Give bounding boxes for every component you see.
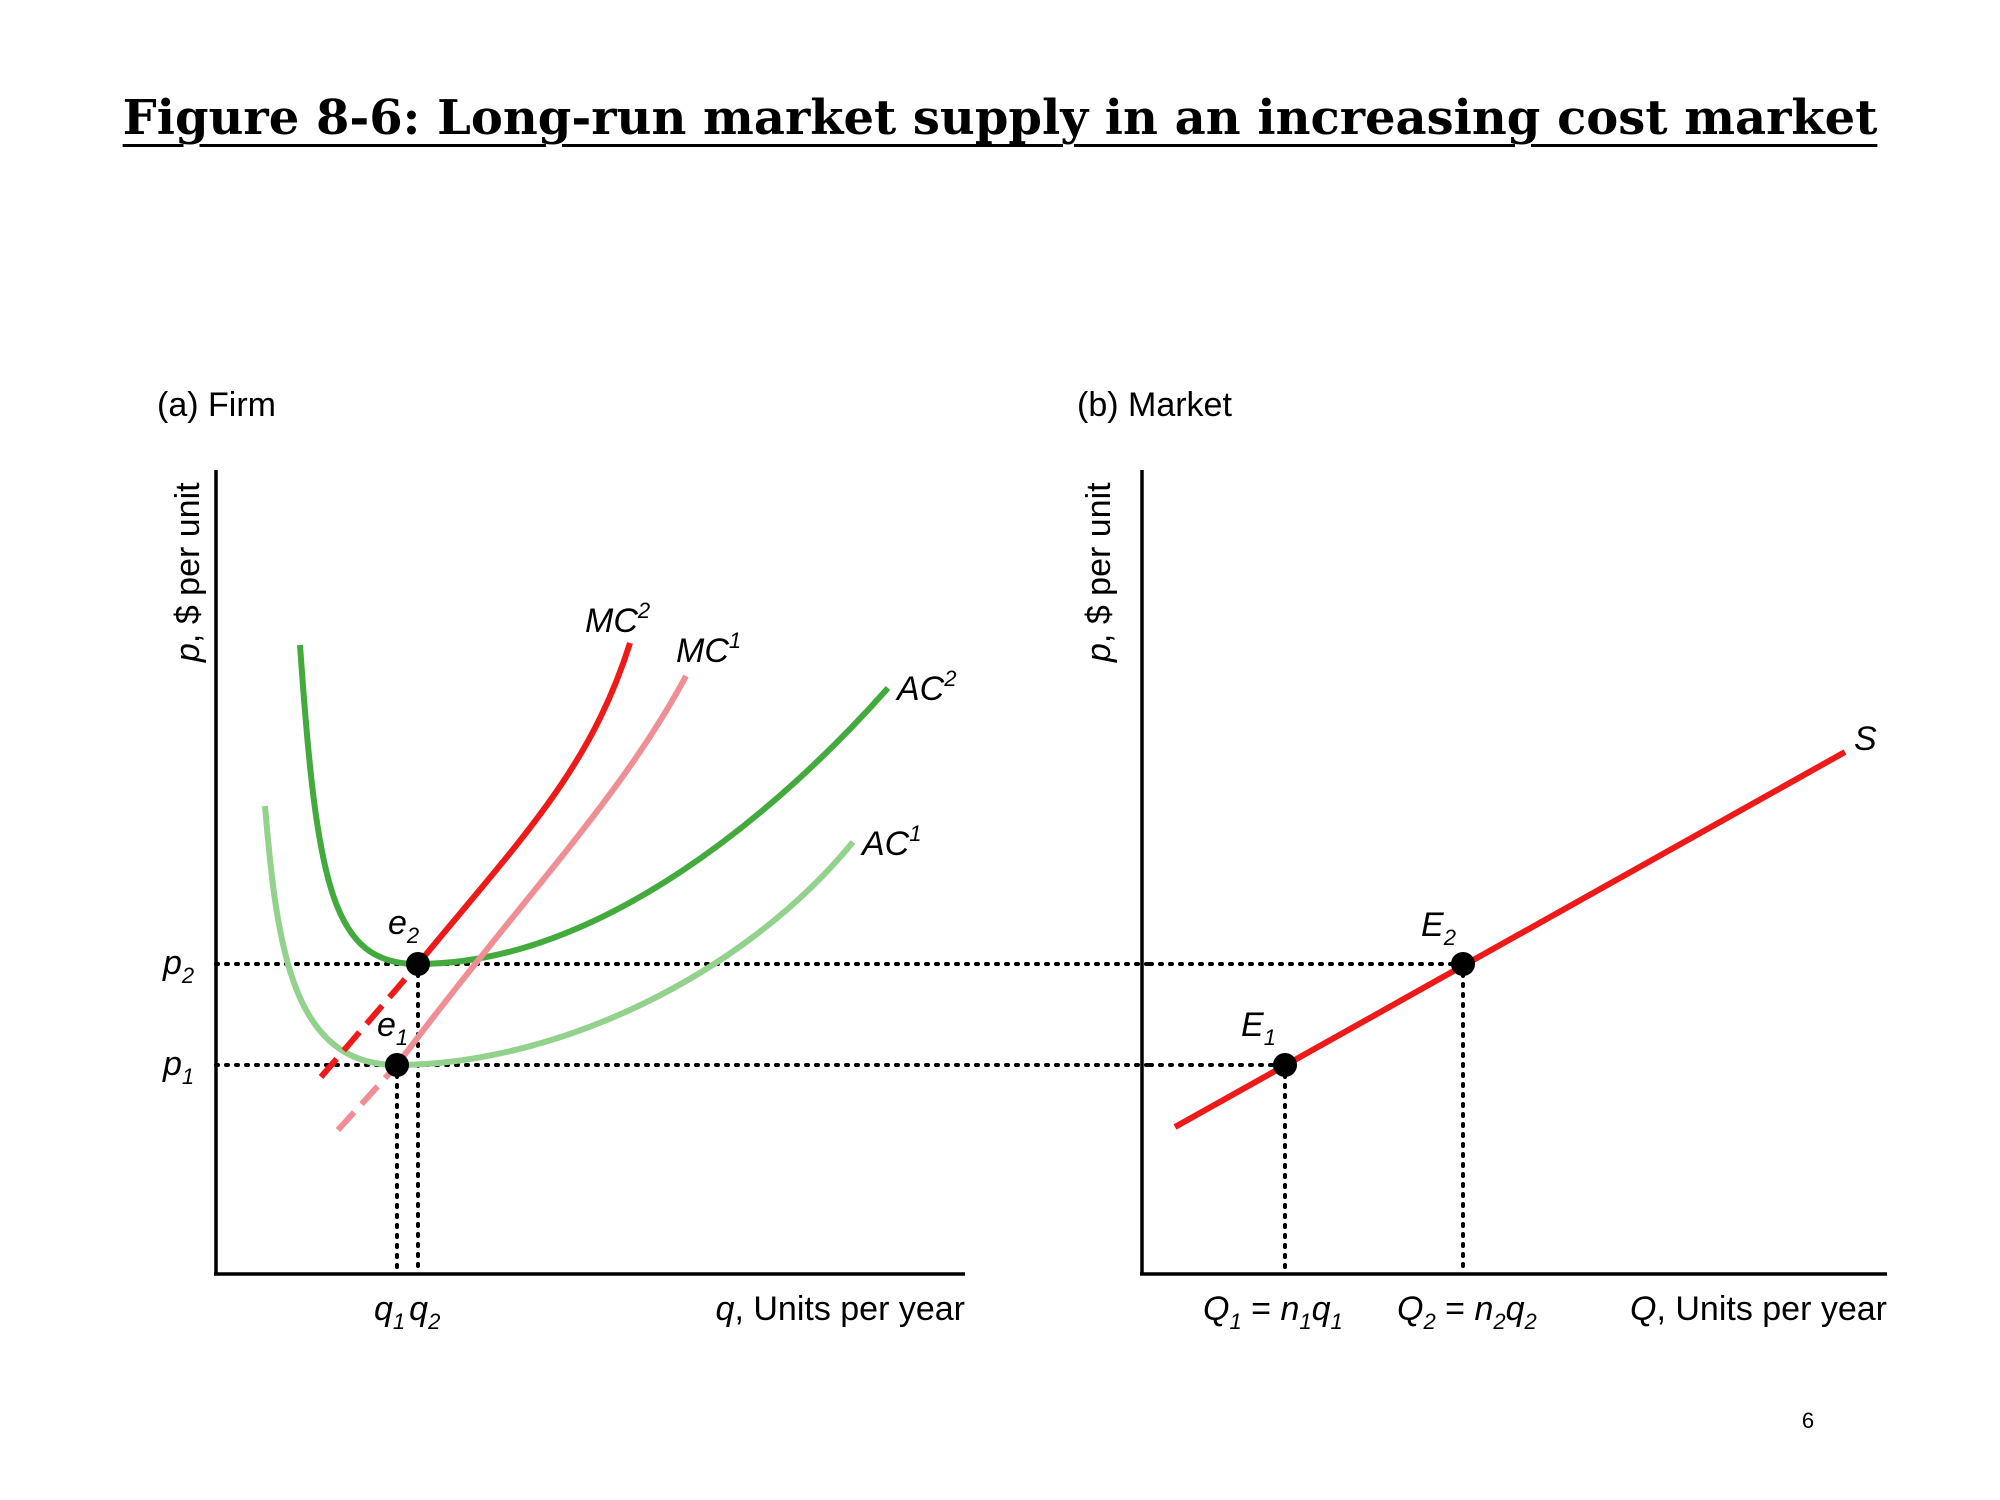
- point-e2: [406, 952, 430, 976]
- ac2-label: AC2: [895, 666, 956, 708]
- panel-firm: (a) Firm p, $ per unit MC2 MC1 AC2 AC1 e…: [157, 386, 1152, 1334]
- Q1-tick-label: Q1 = n1q1: [1203, 1290, 1343, 1334]
- panel-a-x-axis-label: q, Units per year: [716, 1290, 965, 1328]
- mc1-dashed-segment: [335, 1062, 400, 1133]
- page-number: 6: [1801, 1408, 1815, 1433]
- ac1-label: AC1: [860, 821, 921, 863]
- p1-tick-label: p1: [162, 1045, 194, 1089]
- mc2-curve: [415, 642, 633, 966]
- panel-b-title: (b) Market: [1077, 386, 1232, 424]
- mc1-label: MC1: [676, 628, 741, 670]
- panel-b-y-axis-label: p, $ per unit: [1080, 482, 1118, 663]
- panel-a-title: (a) Firm: [157, 386, 276, 424]
- ac1-curve: [262, 805, 856, 1069]
- panel-market: (b) Market p, $ per unit S E2 E1 Q1 = n1…: [1077, 386, 1887, 1334]
- panel-a-y-axis-label: p, $ per unit: [169, 482, 207, 663]
- point-E2: [1451, 952, 1475, 976]
- E2-label: E2: [1421, 906, 1456, 950]
- mc1-curve: [394, 674, 689, 1067]
- E1-label: E1: [1241, 1006, 1276, 1050]
- e2-label: e2: [388, 904, 419, 948]
- Q2-tick-label: Q2 = n2q2: [1397, 1290, 1537, 1334]
- point-E1: [1273, 1053, 1297, 1077]
- p2-tick-label: p2: [162, 944, 194, 988]
- ac2-curve: [297, 644, 891, 968]
- e1-label: e1: [377, 1006, 408, 1050]
- supply-label: S: [1854, 720, 1877, 758]
- figure-title: Figure 8-6: Long-run market supply in an…: [122, 90, 1878, 146]
- panel-b-x-axis-label: Q, Units per year: [1630, 1290, 1887, 1328]
- mc2-label: MC2: [585, 598, 650, 640]
- point-e1: [385, 1053, 409, 1077]
- q1-q2-tick-labels: q1 q2: [374, 1290, 440, 1334]
- mc2-dashed-segment: [318, 962, 421, 1079]
